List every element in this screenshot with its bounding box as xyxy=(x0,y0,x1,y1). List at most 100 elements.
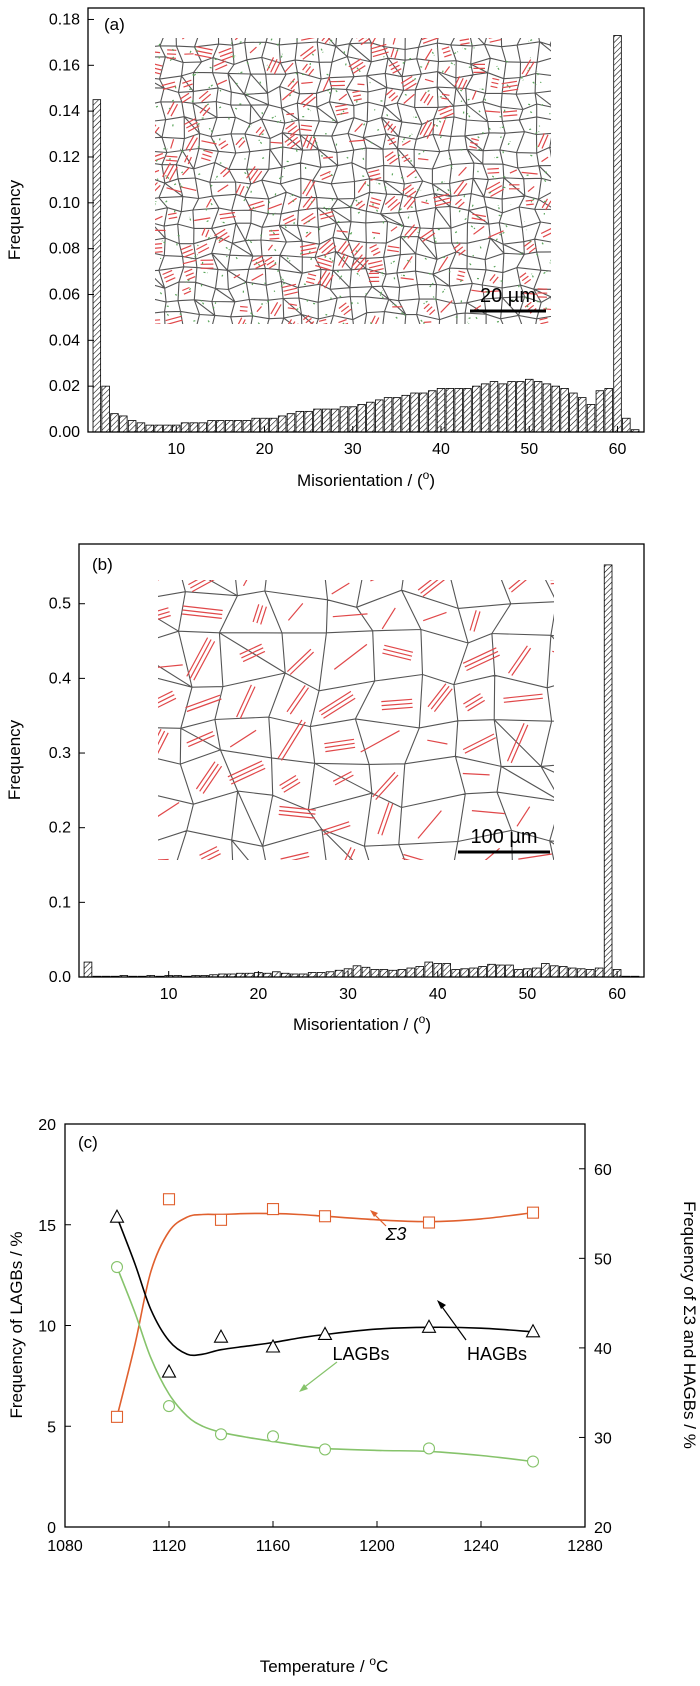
panel-b-bar xyxy=(478,966,487,978)
panel-a-bar xyxy=(472,385,481,433)
panel-a-bar xyxy=(445,388,455,433)
panel-a-twin-boundaries xyxy=(155,38,551,324)
panel-b-bar xyxy=(361,966,371,978)
panel-a-bar xyxy=(136,422,146,433)
series-sigma3-point xyxy=(318,1210,332,1223)
panel-a-bar xyxy=(454,388,463,433)
series-sigma3-point xyxy=(526,1206,540,1219)
panel-b-ytick-label: 0.0 xyxy=(49,969,71,986)
panel-a-bar xyxy=(127,420,137,433)
series-hagbs-point xyxy=(525,1323,541,1338)
panel-a-bar xyxy=(463,388,472,433)
panel-a-bar xyxy=(401,394,410,433)
panel-a-bar xyxy=(542,383,552,433)
panel-b-twin-boundaries xyxy=(158,580,554,860)
series-hagbs-point xyxy=(317,1326,333,1341)
panel-a-label: (a) xyxy=(104,15,125,34)
panel-a-grain-boundaries xyxy=(155,38,551,324)
panel-b-bar xyxy=(334,969,344,978)
panel-a-bar xyxy=(330,408,340,433)
panel-b-grain-boundaries xyxy=(158,580,554,860)
panel-b-xtick-label: 50 xyxy=(519,986,537,1003)
panel-b-bar xyxy=(576,968,586,978)
panel-a-bar xyxy=(101,385,110,433)
panel-c-label: (c) xyxy=(78,1133,98,1152)
panel-a-bar xyxy=(286,413,296,433)
panel-b-axes: 10 20 30 40 50 60 0.0 0.1 0.2 0.3 0.4 0.5 xyxy=(49,596,626,1003)
panel-c-ylabel-right: Frequency of Σ3 and HAGBs / % xyxy=(680,1201,699,1449)
panel-a-inset-micrograph: 20 µm xyxy=(155,38,551,324)
panel-a-bar xyxy=(92,99,102,433)
panel-a-ytick-label: 0.08 xyxy=(49,241,80,258)
panel-a-xtick-label: 60 xyxy=(609,441,627,458)
panel-a-bar xyxy=(189,422,199,433)
panel-a-bar xyxy=(586,404,596,433)
panel-a-bar xyxy=(154,424,163,433)
panel-b-xtick-label: 30 xyxy=(339,986,357,1003)
panel-a-bar xyxy=(180,422,190,433)
panel-a-xlabel: Misorientation / (o) xyxy=(297,468,435,490)
panel-b-bar xyxy=(469,967,478,978)
panel-a-bar xyxy=(604,388,613,433)
panel-c-xtick-label: 1240 xyxy=(463,1538,499,1555)
series-hagbs-point xyxy=(265,1338,281,1353)
panel-c-xtick-label: 1200 xyxy=(359,1538,395,1555)
panel-a-bar xyxy=(551,385,560,433)
panel-a-bar xyxy=(560,388,569,433)
panel-a-bar xyxy=(277,415,287,433)
panel-b-bar xyxy=(541,963,550,978)
series-hagbs-line xyxy=(116,1216,534,1357)
panel-c-ytick-right-label: 60 xyxy=(594,1162,612,1179)
panel-b-bar xyxy=(496,964,505,978)
panel-c-xtick-label: 1160 xyxy=(256,1538,291,1555)
panel-c-ytick-right-label: 30 xyxy=(594,1430,612,1447)
panel-b-xtick-label: 20 xyxy=(249,986,267,1003)
panel-c-ytick-right-label: 20 xyxy=(594,1520,612,1537)
panel-a-bar xyxy=(233,420,243,433)
panel-b-bar xyxy=(406,967,416,978)
panel-c-xtick-label: 1080 xyxy=(47,1538,83,1555)
panel-a-axes: 10 20 30 40 50 60 0.00 0.02 0.04 0.06 0.08 0.10 0.12… xyxy=(49,11,627,458)
panel-b-bar xyxy=(370,969,380,978)
panel-b-bar xyxy=(352,965,362,978)
panel-b-inset-micrograph: 100 µm xyxy=(158,580,554,860)
series-hagbs-point xyxy=(213,1328,229,1343)
panel-a-bar xyxy=(392,397,402,433)
panel-a-bar xyxy=(339,406,349,433)
panel-b-bar xyxy=(550,965,559,978)
series-lagbs-point xyxy=(162,1400,176,1413)
series-hagbs-point xyxy=(421,1319,437,1333)
panel-a-bars xyxy=(92,35,640,433)
panel-b-xtick-label: 60 xyxy=(608,986,626,1003)
panel-b-bar xyxy=(325,971,335,978)
panel-b-frame xyxy=(78,543,645,978)
panel-a-bar xyxy=(145,424,154,433)
panel-a-ytick-label: 0.12 xyxy=(49,149,80,166)
series-sigma3-line xyxy=(116,1211,534,1417)
panel-a-bar xyxy=(595,390,605,433)
panel-a-ytick-label: 0.14 xyxy=(49,103,80,120)
panel-a-bar xyxy=(516,381,525,433)
panel-a-bar xyxy=(480,383,490,433)
series-sigma3-point xyxy=(266,1203,280,1216)
panel-b-bar xyxy=(388,969,398,978)
panel-c-xlabel: Temperature / oC xyxy=(260,1654,389,1676)
panel-a-bar xyxy=(507,381,516,433)
panel-a-bar xyxy=(163,424,172,433)
panel-c-ytick-left-label: 5 xyxy=(47,1419,56,1436)
panel-a-bar xyxy=(419,392,428,433)
panel-b-bar xyxy=(585,969,595,978)
panel-a-grain-map xyxy=(155,38,551,324)
panel-b-xlabel: Misorientation / (o) xyxy=(293,1012,431,1034)
panel-a-scale-label: 20 µm xyxy=(480,285,536,307)
annotation-hagbs: HAGBs xyxy=(467,1344,527,1364)
series-lagbs-point xyxy=(266,1430,280,1443)
panel-a-bar xyxy=(357,404,366,433)
panel-a-bar xyxy=(525,378,534,433)
panel-b-ytick-label: 0.3 xyxy=(49,745,71,762)
panel-b-bar xyxy=(442,963,451,978)
series-lagbs-point xyxy=(110,1261,124,1274)
panel-b-bar xyxy=(460,968,469,978)
panel-b-bar xyxy=(559,966,568,978)
panel-a-xtick-label: 50 xyxy=(520,441,538,458)
